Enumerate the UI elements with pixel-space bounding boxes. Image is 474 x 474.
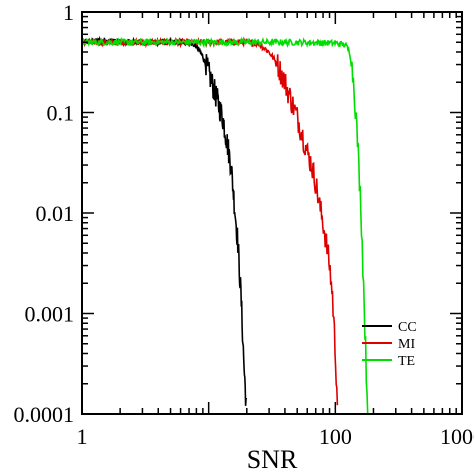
ticks-layer bbox=[81, 11, 463, 415]
plot-layer bbox=[82, 35, 369, 414]
legend: CC MI TE bbox=[362, 320, 417, 369]
series-line-mi bbox=[82, 36, 339, 406]
series-line-cc bbox=[82, 35, 248, 406]
y-tick-label: 1 bbox=[63, 0, 74, 25]
legend-label-mi: MI bbox=[398, 337, 415, 352]
legend-label-te: TE bbox=[398, 354, 415, 369]
y-tick-label: 0.1 bbox=[47, 101, 75, 126]
legend-label-cc: CC bbox=[398, 320, 417, 335]
labels-layer: 1 100 1000 1 0.1 0.01 0.001 0.0001 bbox=[14, 0, 474, 449]
x-tick-label: 100 bbox=[319, 424, 352, 449]
y-tick-label: 0.001 bbox=[25, 302, 75, 327]
y-tick-label: 0.01 bbox=[36, 201, 75, 226]
series-line-te bbox=[82, 36, 369, 414]
x-axis-title: SNR bbox=[247, 445, 298, 474]
x-tick-label: 1000 bbox=[440, 424, 474, 449]
x-tick-label: 1 bbox=[77, 424, 88, 449]
y-tick-label: 0.0001 bbox=[14, 402, 75, 427]
